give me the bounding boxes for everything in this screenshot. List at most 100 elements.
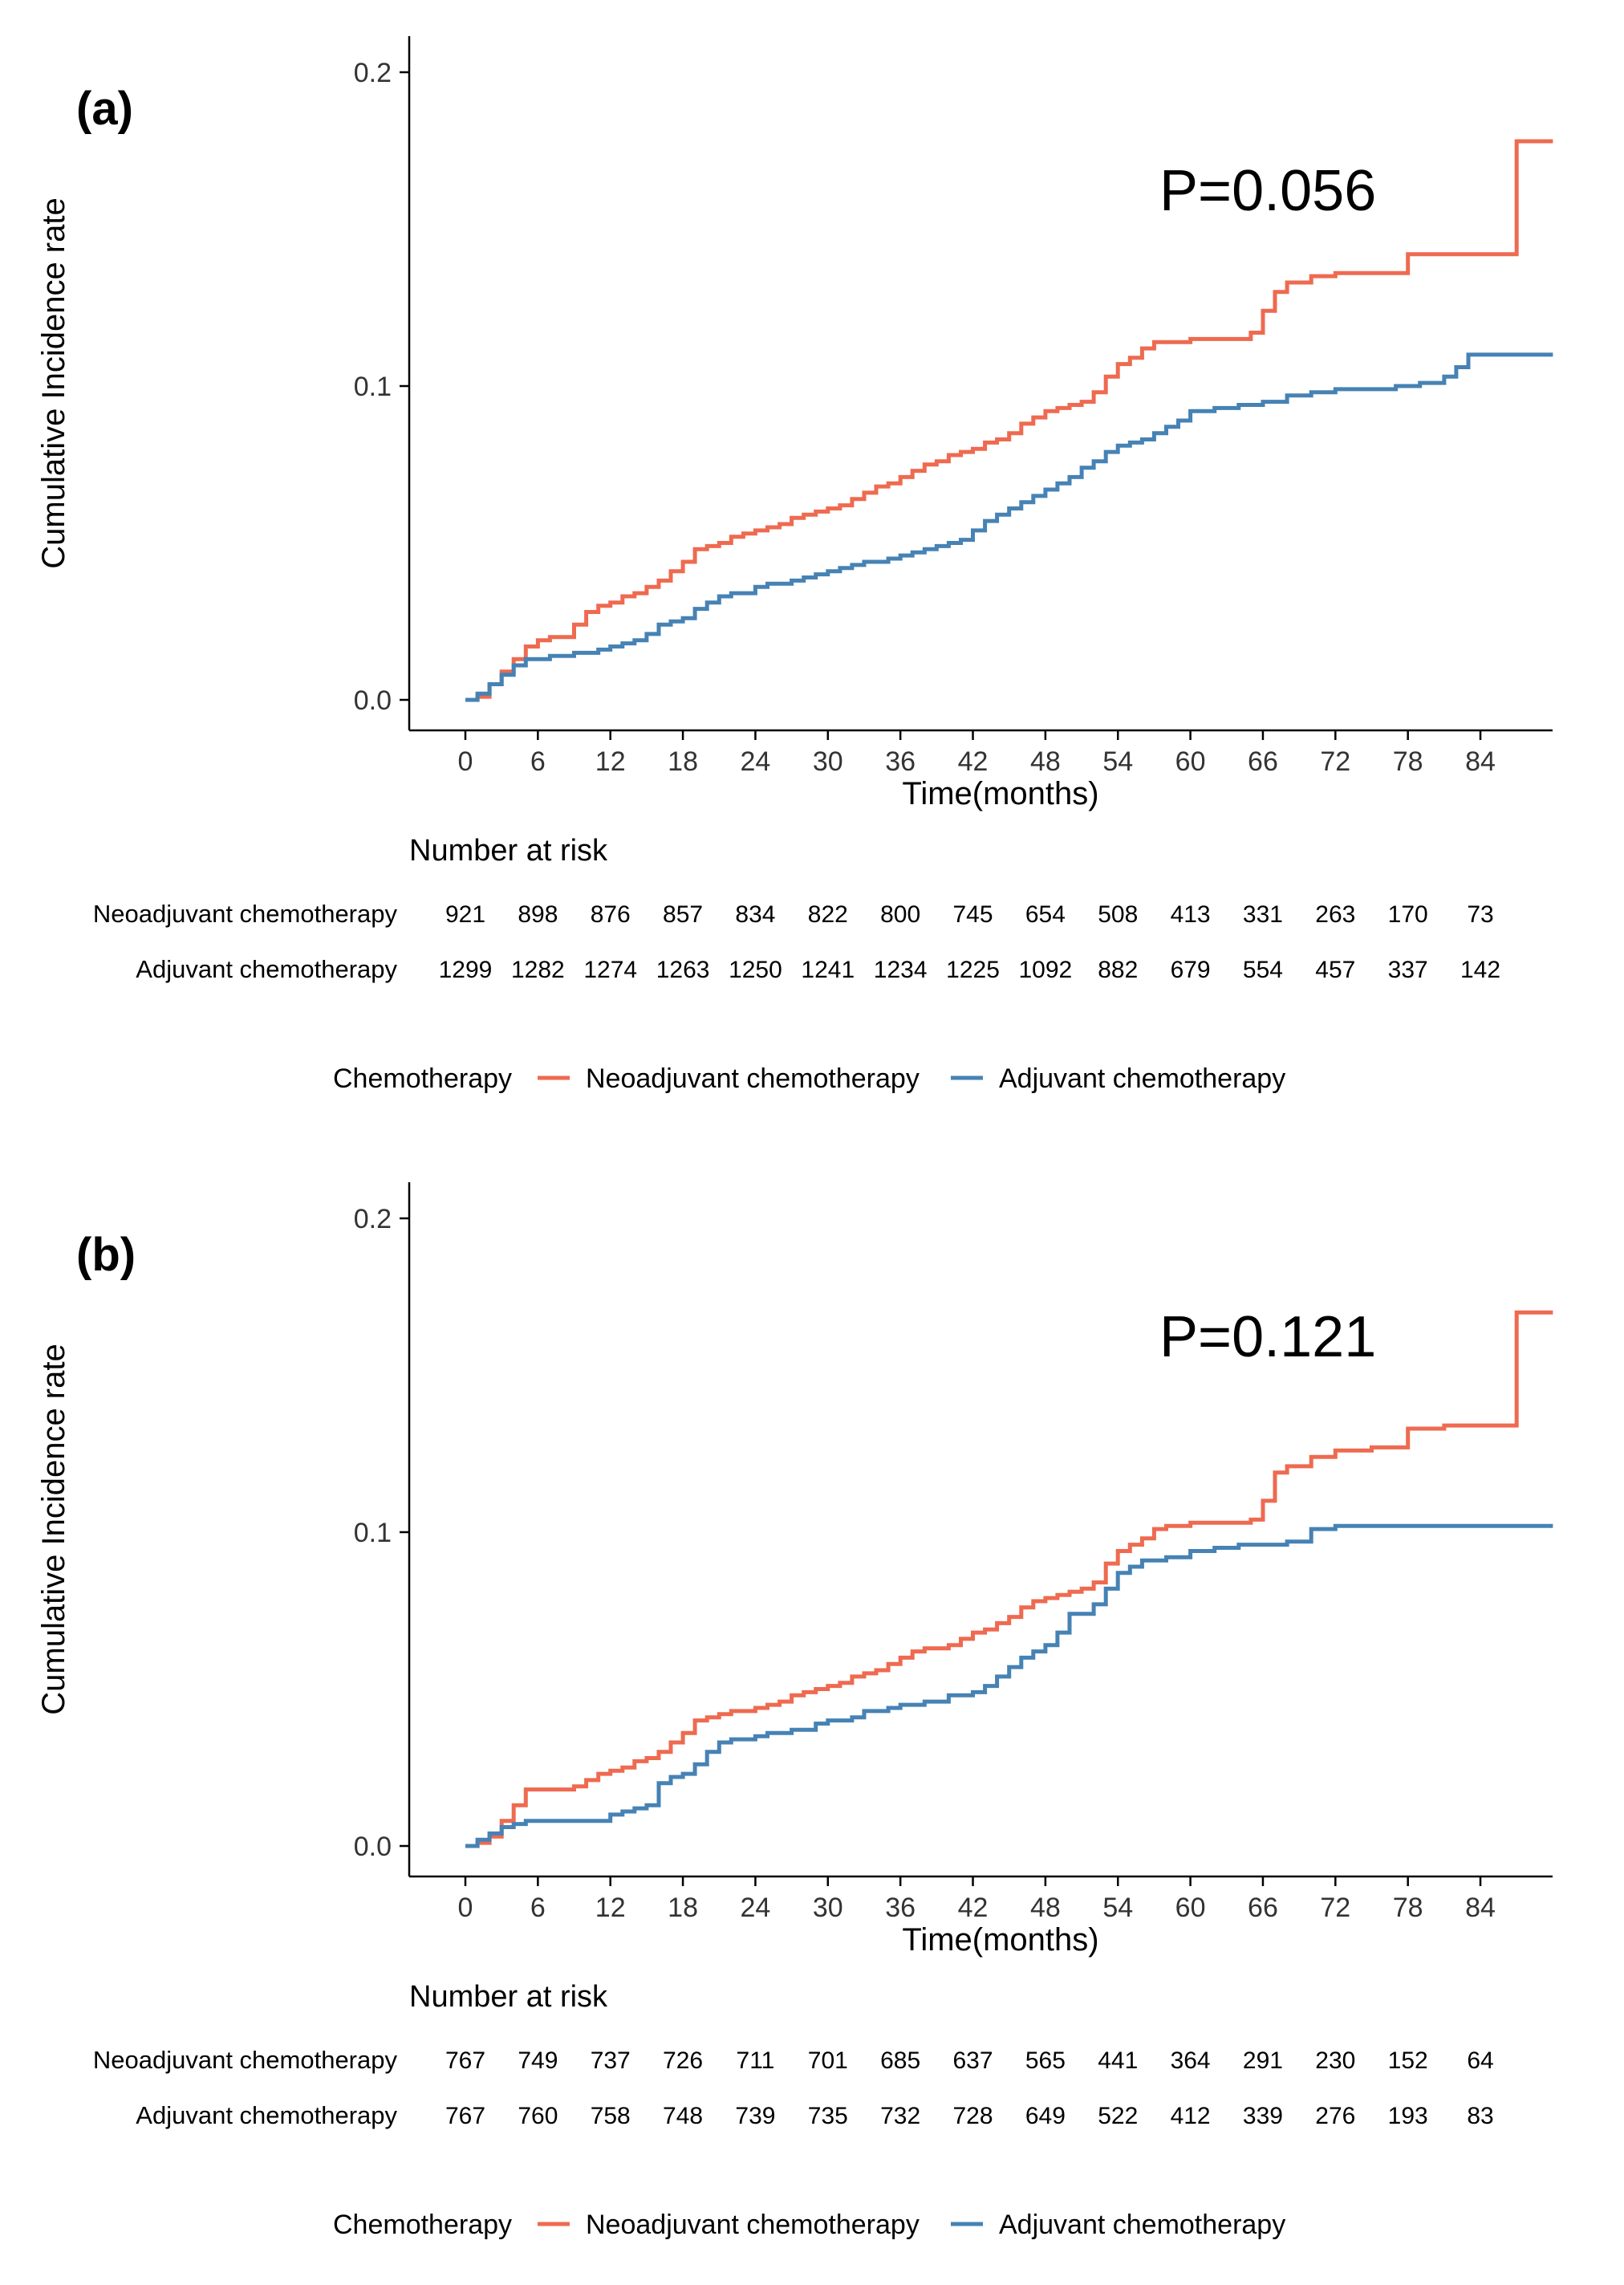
risk-row-label: Adjuvant chemotherapy	[136, 2101, 397, 2129]
risk-value: 800	[880, 901, 920, 928]
risk-value: 413	[1171, 901, 1211, 928]
x-axis-title: Time(months)	[902, 776, 1098, 811]
y-tick-label: 0.0	[354, 685, 392, 716]
risk-value: 857	[663, 901, 703, 928]
risk-value: 876	[591, 901, 631, 928]
legend-label-adjuvant: Adjuvant chemotherapy	[999, 2210, 1285, 2240]
x-tick-label: 18	[668, 746, 698, 777]
series-line-adjuvant	[465, 1523, 1553, 1848]
x-tick-label: 36	[885, 1893, 916, 1923]
risk-value: 331	[1243, 901, 1283, 928]
series-line-adjuvant	[465, 352, 1553, 702]
risk-table-title: Number at risk	[409, 1980, 608, 2014]
risk-value: 679	[1171, 957, 1211, 983]
x-tick-label: 78	[1393, 1893, 1423, 1923]
risk-value: 1274	[583, 957, 637, 983]
risk-value: 457	[1315, 957, 1355, 983]
panel-label: (a)	[76, 83, 133, 135]
series-line-neoadjuvant	[471, 1310, 1553, 1848]
risk-value: 745	[952, 901, 993, 928]
risk-value: 654	[1025, 901, 1066, 928]
x-tick-label: 54	[1102, 746, 1133, 777]
risk-value: 554	[1243, 957, 1283, 983]
risk-value: 522	[1098, 2103, 1138, 2129]
x-tick-label: 42	[958, 1893, 989, 1923]
chart-panel-b: (b) 0.0 0.1 0.2 0 6 12 18 24 30 36 42 48 54 60 66 72 78 84…	[36, 1182, 1553, 2240]
risk-value: 1263	[656, 957, 710, 983]
risk-value: 637	[952, 2047, 993, 2074]
y-tick-label: 0.2	[354, 58, 392, 88]
risk-value: 728	[952, 2103, 993, 2129]
risk-value: 760	[518, 2103, 558, 2129]
risk-value: 758	[591, 2103, 631, 2129]
panel-label: (b)	[76, 1229, 136, 1281]
risk-value: 1234	[874, 957, 928, 983]
x-tick-label: 6	[530, 746, 546, 777]
risk-value: 767	[445, 2103, 485, 2129]
risk-value: 749	[518, 2047, 558, 2074]
risk-value: 882	[1098, 957, 1138, 983]
y-tick-label: 0.1	[354, 1518, 392, 1548]
x-tick-label: 12	[595, 1893, 626, 1923]
y-axis-title: Cumulative Incidence rate	[36, 197, 71, 568]
legend-label-neoadjuvant: Neoadjuvant chemotherapy	[586, 1063, 920, 1094]
x-tick-label: 12	[595, 746, 626, 777]
risk-value: 291	[1243, 2047, 1283, 2074]
risk-value: 767	[445, 2047, 485, 2074]
risk-value: 263	[1315, 901, 1355, 928]
risk-value: 726	[663, 2047, 703, 2074]
risk-value: 508	[1098, 901, 1138, 928]
series-line-neoadjuvant	[471, 139, 1553, 702]
x-tick-label: 0	[458, 746, 473, 777]
risk-value: 142	[1460, 957, 1500, 983]
risk-value: 649	[1025, 2103, 1066, 2129]
risk-value: 364	[1171, 2047, 1211, 2074]
risk-value: 1282	[511, 957, 565, 983]
risk-row-label: Neoadjuvant chemotherapy	[93, 2046, 398, 2074]
x-axis-title: Time(months)	[902, 1922, 1098, 1958]
risk-value: 711	[737, 2047, 775, 2074]
chart-panel-a: (a) 0.0 0.1 0.2 0 6 12 18 24 30 36 42 48 54 60 66 72 78 84…	[36, 36, 1553, 1094]
risk-value: 170	[1388, 901, 1428, 928]
x-tick-label: 30	[813, 1893, 843, 1923]
y-tick-label: 0.2	[354, 1204, 392, 1234]
p-value-annotation: P=0.056	[1159, 159, 1376, 223]
legend-title: Chemotherapy	[333, 2210, 512, 2240]
risk-table-title: Number at risk	[409, 834, 608, 868]
legend-label-neoadjuvant: Neoadjuvant chemotherapy	[586, 2210, 920, 2240]
risk-value: 441	[1098, 2047, 1138, 2074]
x-tick-label: 0	[458, 1893, 473, 1923]
risk-value: 1225	[946, 957, 1000, 983]
risk-value: 230	[1315, 2047, 1355, 2074]
legend-title: Chemotherapy	[333, 1063, 512, 1094]
x-tick-label: 24	[741, 746, 771, 777]
x-tick-label: 48	[1030, 746, 1061, 777]
x-tick-label: 36	[885, 746, 916, 777]
risk-value: 1241	[801, 957, 855, 983]
legend-label-adjuvant: Adjuvant chemotherapy	[999, 1063, 1285, 1094]
risk-value: 339	[1243, 2103, 1283, 2129]
p-value-annotation: P=0.121	[1159, 1305, 1376, 1369]
x-tick-label: 18	[668, 1893, 698, 1923]
x-tick-label: 60	[1175, 746, 1206, 777]
risk-row-label: Neoadjuvant chemotherapy	[93, 900, 398, 928]
risk-value: 193	[1388, 2103, 1428, 2129]
risk-value: 83	[1467, 2103, 1493, 2129]
risk-value: 412	[1171, 2103, 1211, 2129]
risk-value: 898	[518, 901, 558, 928]
risk-row-label: Adjuvant chemotherapy	[136, 955, 397, 983]
risk-value: 732	[880, 2103, 920, 2129]
risk-value: 735	[808, 2103, 848, 2129]
risk-value: 1299	[439, 957, 493, 983]
risk-value: 64	[1467, 2047, 1493, 2074]
x-tick-label: 48	[1030, 1893, 1061, 1923]
x-tick-label: 72	[1320, 1893, 1350, 1923]
risk-value: 685	[880, 2047, 920, 2074]
x-tick-label: 42	[958, 746, 989, 777]
risk-value: 737	[591, 2047, 631, 2074]
x-tick-label: 72	[1320, 746, 1350, 777]
risk-value: 921	[445, 901, 485, 928]
risk-value: 1092	[1019, 957, 1073, 983]
x-tick-label: 84	[1465, 1893, 1496, 1923]
y-axis-title: Cumulative Incidence rate	[36, 1344, 71, 1714]
